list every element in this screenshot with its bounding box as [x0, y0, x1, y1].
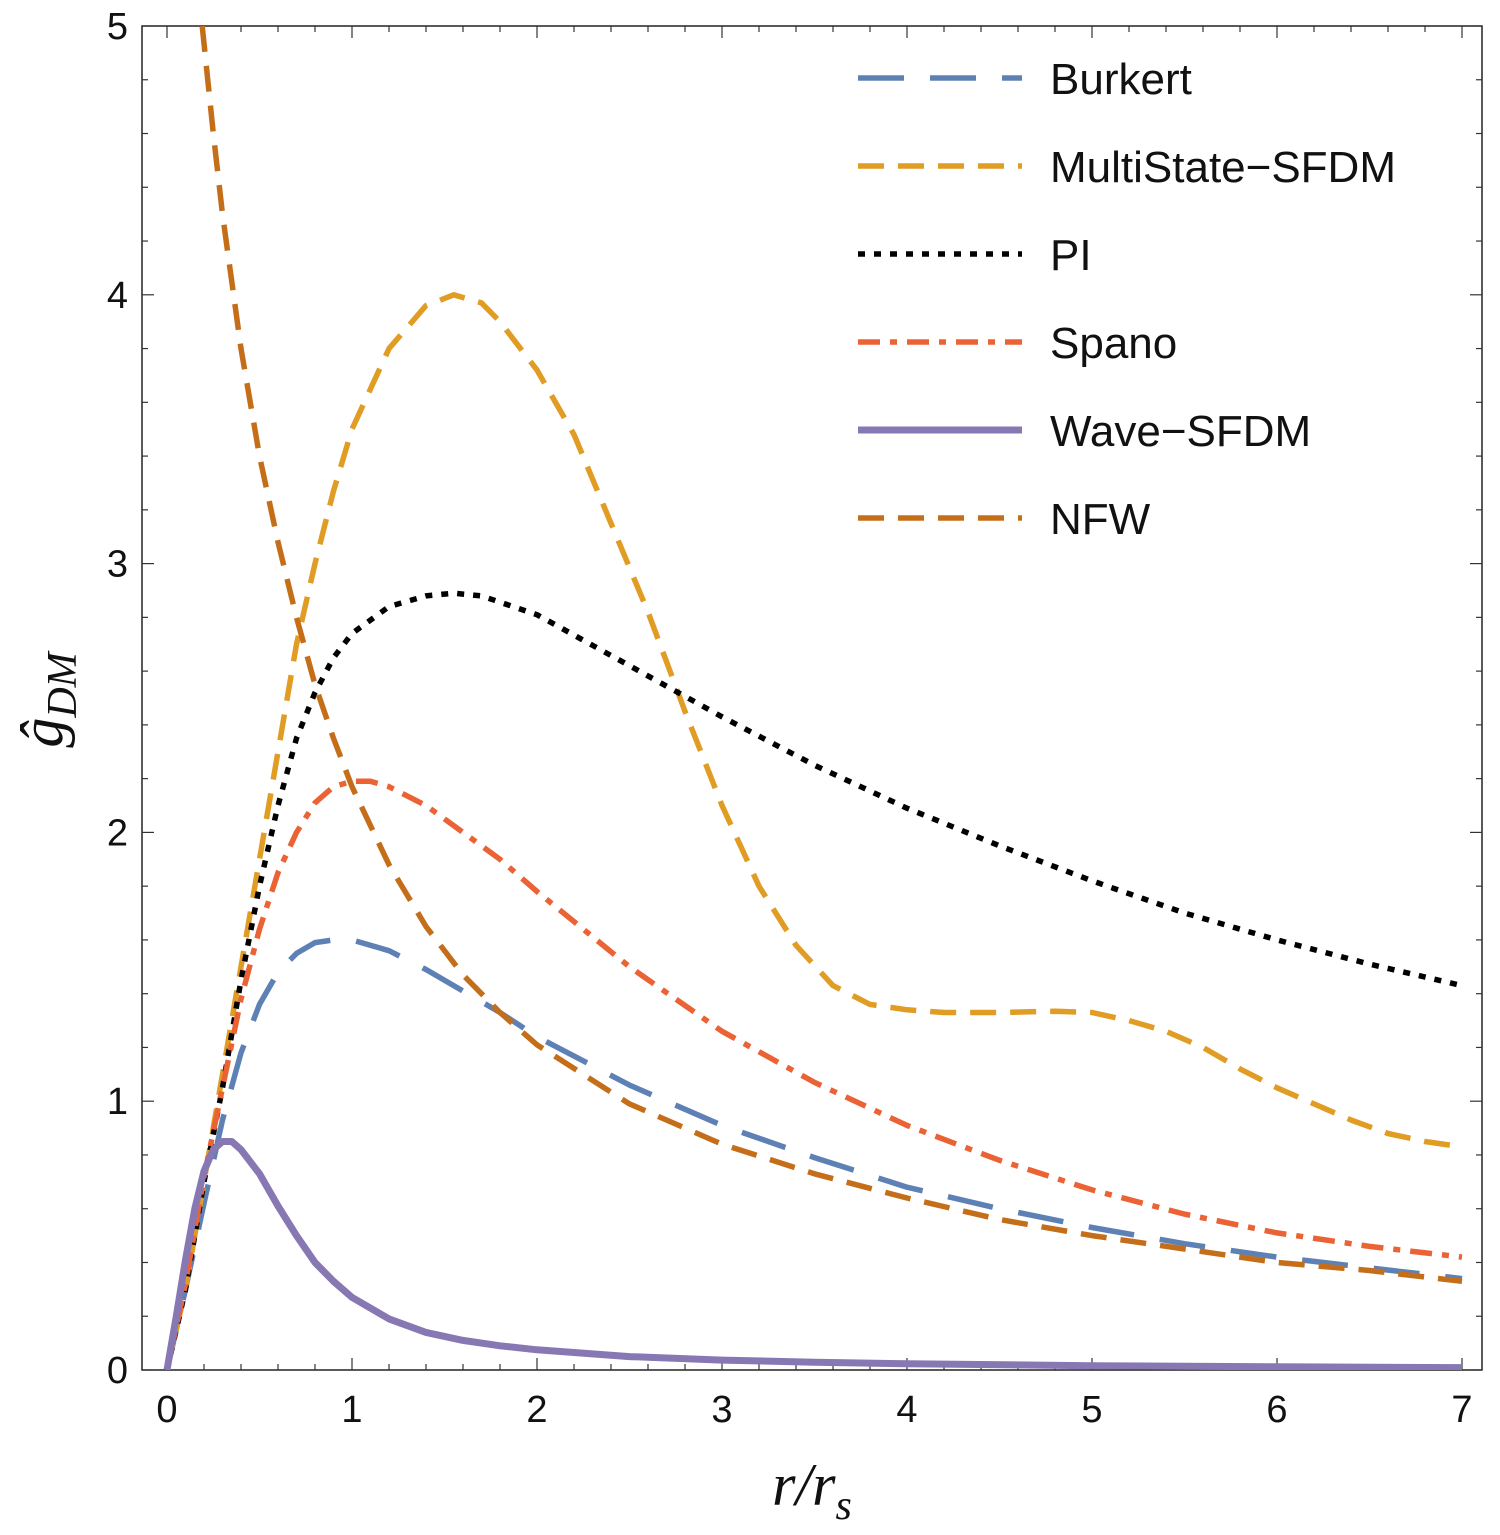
- legend-label-spano: Spano: [1050, 319, 1177, 368]
- x-tick-label: 6: [1266, 1389, 1287, 1431]
- x-tick-label: 4: [896, 1389, 917, 1431]
- x-tick-labels: 0 1 2 3 4 5 6 7: [156, 1389, 1472, 1431]
- x-axis-title: r/rs: [772, 1452, 852, 1529]
- x-tick-label: 0: [156, 1389, 177, 1431]
- x-tick-label: 2: [526, 1389, 547, 1431]
- svg-text:ĝDM: ĝDM: [9, 650, 86, 747]
- y-axis-title: ĝDM: [9, 650, 86, 747]
- legend-label-multistate-sfdm: MultiState−SFDM: [1050, 143, 1396, 192]
- y-tick-label: 1: [107, 1081, 128, 1123]
- x-tick-label: 7: [1451, 1389, 1472, 1431]
- series-line-burkert: [164, 937, 1463, 1370]
- x-tick-label: 1: [341, 1389, 362, 1431]
- legend-label-nfw: NFW: [1050, 495, 1151, 544]
- series-line-wave-sfdm: [163, 1138, 1463, 1370]
- legend: Burkert MultiState−SFDM PI Spano Wave−SFDM NF…: [858, 55, 1396, 544]
- y-tick-labels: 0 1 2 3 4 5: [107, 6, 128, 1392]
- legend-label-burkert: Burkert: [1050, 55, 1192, 104]
- y-tick-label: 0: [107, 1350, 128, 1392]
- series-line-spano: [164, 778, 1463, 1370]
- y-tick-label: 3: [107, 544, 128, 586]
- y-tick-label: 5: [107, 6, 128, 48]
- plot-frame: [141, 25, 1483, 1371]
- legend-label-pi: PI: [1050, 231, 1092, 280]
- tick-marks: [142, 25, 1482, 1371]
- series-line-nfw: [199, 26, 1463, 1285]
- series-layer: [163, 26, 1463, 1370]
- y-tick-label: 4: [107, 275, 128, 317]
- x-tick-label: 5: [1081, 1389, 1102, 1431]
- x-tick-label: 3: [711, 1389, 732, 1431]
- y-tick-label: 2: [107, 812, 128, 854]
- series-line-multistate-sfdm: [164, 292, 1463, 1370]
- legend-label-wave-sfdm: Wave−SFDM: [1050, 407, 1311, 456]
